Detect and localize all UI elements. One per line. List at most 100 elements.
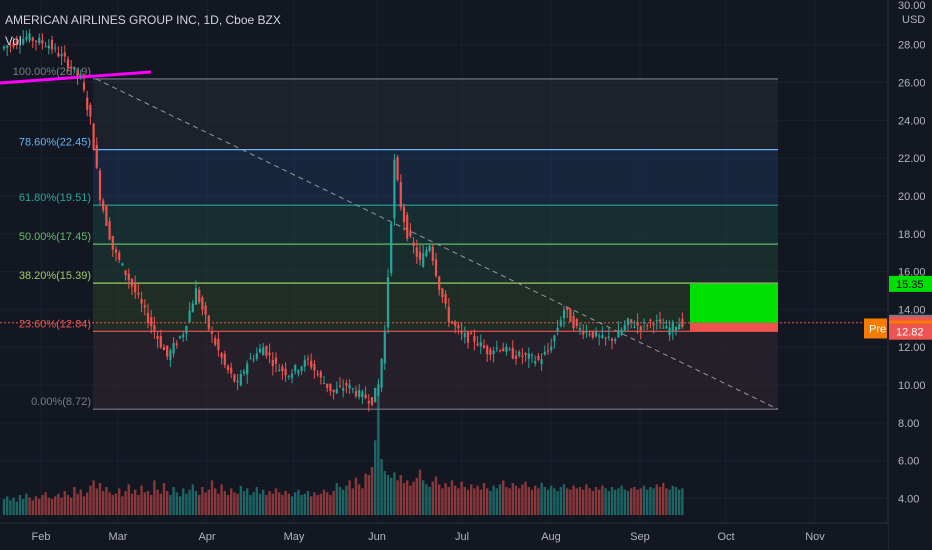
candle-body — [450, 321, 454, 324]
candle-body — [70, 66, 73, 69]
candle-body — [438, 276, 441, 290]
candle-body — [495, 347, 498, 349]
volume-bar — [415, 477, 418, 515]
volume-bar — [636, 489, 639, 515]
volume-bar — [674, 487, 678, 515]
candle-body — [418, 251, 422, 260]
candle-body — [182, 334, 185, 338]
candle-body — [201, 297, 204, 310]
volume-bar — [86, 492, 89, 515]
volume-bar — [556, 491, 559, 515]
fib-level-label: 0.00%(8.72) — [31, 396, 91, 408]
candle-body — [338, 385, 342, 387]
volume-bar — [188, 489, 191, 515]
volume-bar — [662, 483, 665, 515]
volume-bar — [175, 492, 178, 515]
candle-body — [364, 394, 367, 399]
fib-trend-line[interactable] — [95, 78, 779, 410]
volume-bar — [425, 484, 428, 515]
volume-bar — [566, 488, 569, 515]
volume-bar — [15, 501, 18, 515]
volume-bar — [105, 487, 108, 515]
candle-body — [281, 366, 284, 372]
candle-body — [239, 374, 242, 386]
volume-bar — [47, 497, 50, 515]
volume-bar — [550, 485, 553, 515]
volume-bar — [546, 489, 550, 515]
time-tick-label: Aug — [541, 531, 561, 543]
candle-body — [102, 200, 105, 211]
target-zone[interactable] — [690, 283, 778, 323]
volume-bar — [482, 483, 486, 515]
candle-body — [47, 45, 50, 49]
pre-market-tag: Pre — [869, 323, 886, 335]
volume-bar — [258, 493, 262, 515]
volume-bar — [44, 492, 47, 515]
volume-bar — [569, 489, 572, 515]
candle-body — [572, 315, 575, 329]
candle-body — [642, 321, 646, 323]
candle-body — [607, 336, 610, 338]
volume-bar — [92, 480, 95, 515]
volume-bar — [329, 495, 332, 515]
volume-bar — [217, 493, 220, 515]
volume-bar — [345, 485, 348, 515]
volume-bar — [76, 493, 79, 515]
volume-bar — [191, 484, 194, 515]
candle-body — [540, 359, 543, 365]
candle-body — [559, 320, 562, 326]
candle-body — [370, 397, 374, 405]
volume-bar — [102, 491, 105, 515]
volume-bar — [537, 488, 540, 515]
candle-body — [214, 338, 217, 345]
volume-bar — [486, 488, 489, 515]
candle-body — [178, 336, 182, 338]
candle-body — [268, 352, 271, 356]
volume-bar — [530, 489, 534, 515]
volume-bar — [319, 493, 322, 515]
volume-bar — [652, 488, 655, 515]
candle-body — [678, 324, 681, 330]
candle-body — [63, 52, 66, 57]
volume-bar — [63, 491, 66, 515]
time-tick-label: Feb — [32, 531, 51, 543]
candle-body — [575, 318, 578, 326]
candle-body — [681, 318, 684, 327]
volume-bar — [370, 467, 374, 515]
candle-body — [550, 346, 553, 351]
volume-bar — [354, 477, 358, 515]
price-tick-label: 20.00 — [898, 191, 926, 203]
volume-bar — [322, 489, 326, 515]
candle-body — [390, 223, 393, 274]
candle-body — [86, 97, 89, 110]
candle-body — [322, 383, 326, 385]
candle-body — [198, 290, 201, 303]
candle-body — [73, 66, 76, 70]
volume-bar — [214, 488, 217, 515]
candle-body — [530, 354, 534, 356]
candle-body — [409, 230, 412, 237]
time-tick-label: Sep — [630, 531, 650, 543]
volume-bar — [294, 492, 297, 515]
magenta-trend-line[interactable] — [0, 70, 152, 85]
volume-bar — [518, 488, 521, 515]
volume-bar — [678, 489, 681, 515]
candle-body — [502, 348, 505, 352]
stop-zone[interactable] — [690, 322, 778, 332]
candle-body — [18, 44, 22, 46]
volume-bar — [332, 491, 335, 515]
volume-bar — [210, 480, 214, 515]
candle-body — [105, 206, 108, 226]
time-axis-layer: Feb Mar Apr May Jun Jul Aug Sep Oct Nov — [0, 522, 888, 550]
volume-bar — [399, 475, 402, 515]
candle-body — [569, 309, 572, 322]
candle-body — [92, 123, 95, 150]
volume-bar — [655, 484, 658, 515]
volume-bar — [559, 487, 562, 515]
volume-bar — [649, 487, 652, 515]
candle-body — [335, 388, 338, 394]
candle-body — [274, 357, 278, 364]
candle-body — [639, 326, 642, 331]
